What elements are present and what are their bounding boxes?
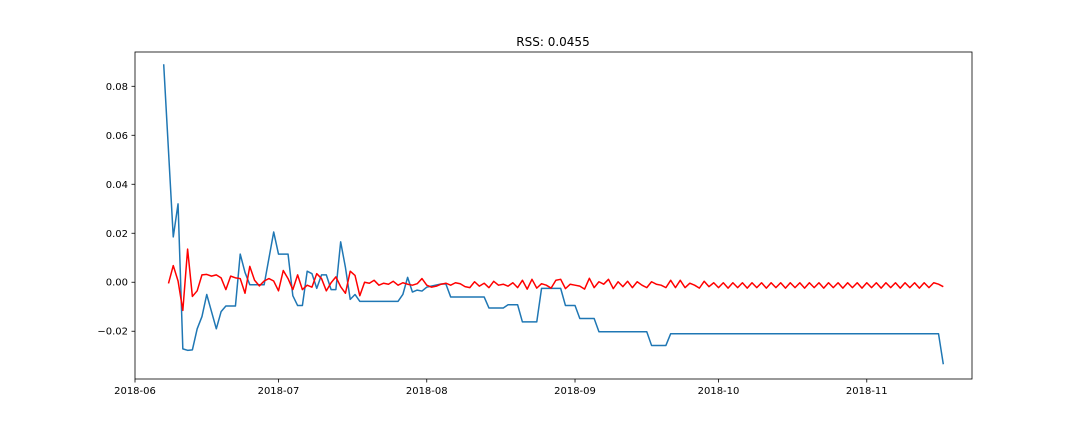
series-layer (162, 64, 945, 365)
x-tick-label: 2018-06 (114, 386, 156, 397)
y-tick-label: 0.04 (106, 180, 128, 191)
y-tick-label: 0.06 (106, 131, 128, 142)
x-tick-label: 2018-10 (698, 386, 740, 397)
y-axis: 0.08 0.06 0.04 0.02 0.00 −0.02 (97, 82, 135, 338)
x-axis: 2018-06 2018-07 2018-08 2018-09 2018-10 2018-… (114, 379, 888, 397)
x-tick-label: 2018-11 (846, 386, 888, 397)
x-tick-label: 2018-09 (554, 386, 596, 397)
plot-area-frame (134, 51, 973, 380)
x-tick-label: 2018-08 (406, 386, 448, 397)
series-line-2 (167, 248, 944, 312)
y-tick-label: −0.02 (97, 327, 128, 338)
chart-title: RSS: 0.0455 (516, 35, 589, 49)
y-tick-label: 0.00 (106, 278, 128, 289)
y-tick-label: 0.08 (106, 82, 128, 93)
x-tick-label: 2018-07 (258, 386, 300, 397)
y-tick-label: 0.02 (106, 229, 128, 240)
